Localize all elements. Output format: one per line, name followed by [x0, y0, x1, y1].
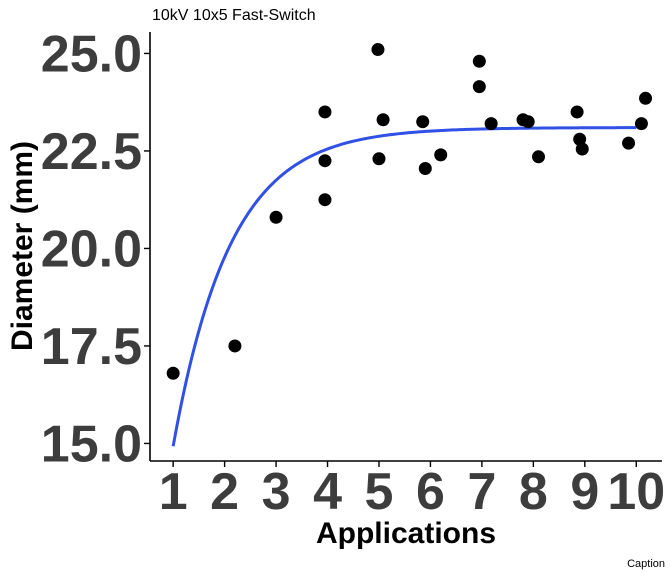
data-point [521, 115, 535, 129]
x-tick-label: 4 [313, 463, 342, 521]
y-tick-label: 22.5 [41, 123, 142, 181]
data-point [418, 162, 432, 175]
data-point [484, 117, 498, 131]
data-point [416, 115, 430, 129]
x-tick-label: 10 [607, 463, 665, 521]
x-tick-label: 9 [570, 463, 599, 521]
data-points [166, 43, 653, 380]
data-point [372, 152, 386, 166]
data-point [166, 366, 180, 380]
data-point [639, 91, 653, 105]
data-point [622, 136, 636, 150]
y-axis-ticks: 15.0 17.5 20.0 22.5 25.0 [41, 25, 150, 473]
x-tick-label: 3 [262, 463, 291, 521]
chart-title: 10kV 10x5 Fast-Switch [152, 7, 316, 24]
y-tick-label: 17.5 [41, 318, 142, 376]
data-point [376, 113, 390, 127]
data-point [371, 43, 385, 57]
x-tick-label: 6 [416, 463, 445, 521]
x-tick-label: 2 [210, 463, 239, 521]
data-point [318, 193, 332, 207]
data-point [532, 150, 546, 164]
data-point [228, 339, 242, 353]
y-tick-label: 20.0 [41, 220, 142, 278]
data-point [472, 80, 486, 94]
fit-line [171, 126, 637, 447]
data-point [269, 210, 283, 224]
data-point [573, 132, 587, 146]
data-point [575, 142, 589, 156]
x-tick-label: 1 [159, 463, 188, 521]
x-tick-label: 7 [467, 463, 496, 521]
x-tick-label: 8 [519, 463, 548, 521]
data-point [434, 148, 448, 162]
data-point [318, 105, 332, 119]
y-tick-label: 25.0 [41, 25, 142, 83]
x-tick-label: 5 [365, 463, 394, 521]
data-point [318, 154, 332, 168]
x-axis-label: Applications [316, 517, 496, 550]
data-point [570, 105, 584, 119]
y-tick-label: 15.0 [41, 415, 142, 473]
caption: Caption [627, 558, 665, 570]
x-axis-ticks: 1 2 3 4 5 6 7 8 9 10 [159, 461, 665, 521]
data-point [634, 117, 648, 131]
y-axis-label: Diameter (mm) [6, 141, 39, 351]
data-point [472, 54, 486, 68]
fit-line-group [171, 126, 637, 447]
